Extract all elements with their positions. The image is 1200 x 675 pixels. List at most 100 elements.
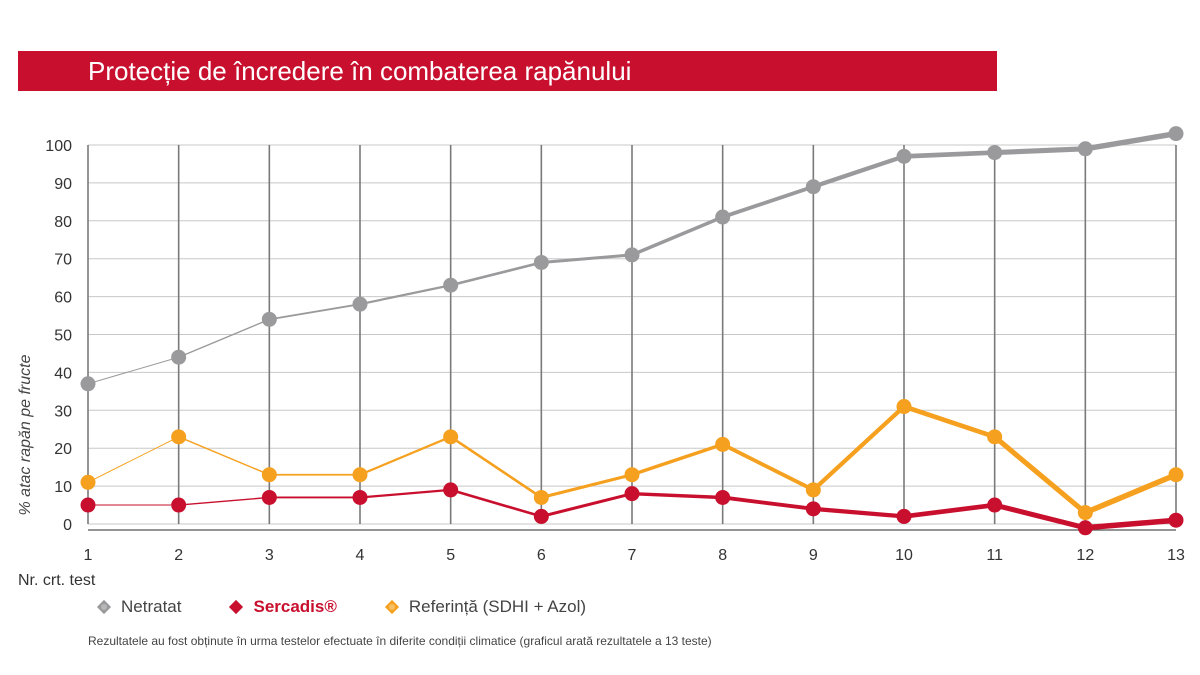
series-segment-sercadis bbox=[539, 492, 634, 518]
data-point-referint-a-sdhi-azol bbox=[896, 399, 912, 415]
data-point-netratat bbox=[171, 349, 187, 365]
data-point-netratat bbox=[443, 277, 459, 293]
series-segment-referint-a-sdhi-azol bbox=[992, 434, 1088, 516]
series-segment-sercadis bbox=[177, 496, 271, 506]
data-point-referint-a-sdhi-azol bbox=[1077, 505, 1093, 521]
data-point-sercadis bbox=[1077, 520, 1093, 536]
y-tick-label: 20 bbox=[54, 441, 72, 458]
data-point-netratat bbox=[987, 145, 1003, 161]
data-point-netratat bbox=[896, 148, 912, 164]
data-point-sercadis bbox=[80, 497, 96, 513]
y-tick-label: 80 bbox=[54, 214, 72, 231]
series-segment-referint-a-sdhi-azol bbox=[449, 435, 543, 499]
series-segment-sercadis bbox=[901, 502, 998, 519]
series-segment-sercadis bbox=[720, 495, 816, 511]
data-point-referint-a-sdhi-azol bbox=[987, 429, 1003, 445]
data-point-sercadis bbox=[1168, 512, 1184, 528]
series-segment-referint-a-sdhi-azol bbox=[177, 436, 271, 476]
series-segment-netratat bbox=[630, 215, 725, 257]
chart-title: Protecție de încredere în combaterea rap… bbox=[18, 51, 997, 91]
data-point-sercadis bbox=[987, 497, 1003, 513]
data-point-referint-a-sdhi-azol bbox=[805, 482, 821, 498]
data-point-referint-a-sdhi-azol bbox=[624, 467, 640, 483]
data-point-referint-a-sdhi-azol bbox=[533, 489, 549, 505]
data-point-netratat bbox=[261, 311, 277, 327]
legend-item-referinta: Referință (SDHI + Azol) bbox=[383, 597, 586, 617]
x-tick-label: 11 bbox=[986, 547, 1003, 564]
diamond-marker-icon bbox=[96, 599, 112, 615]
legend-label-netratat: Netratat bbox=[121, 597, 182, 616]
x-tick-label: 5 bbox=[446, 547, 455, 564]
diamond-marker-icon bbox=[384, 599, 399, 615]
series-segment-netratat bbox=[177, 318, 271, 358]
series-segment-referint-a-sdhi-azol bbox=[811, 404, 907, 493]
y-tick-label: 70 bbox=[54, 252, 72, 269]
series-segment-sercadis bbox=[1082, 517, 1179, 531]
series-segment-netratat bbox=[539, 253, 634, 265]
data-point-sercadis bbox=[805, 501, 821, 517]
data-point-netratat bbox=[1168, 126, 1184, 142]
legend-item-netratat: Netratat bbox=[95, 597, 181, 617]
data-point-netratat bbox=[715, 209, 731, 225]
x-tick-label: 2 bbox=[174, 547, 183, 564]
data-point-referint-a-sdhi-azol bbox=[352, 467, 368, 483]
data-point-referint-a-sdhi-azol bbox=[261, 467, 277, 483]
series-segment-netratat bbox=[901, 150, 998, 159]
series-segment-sercadis bbox=[992, 502, 1088, 531]
series-segment-netratat bbox=[1082, 130, 1179, 152]
x-axis-caption: Nr. crt. test bbox=[18, 572, 96, 589]
series-segment-referint-a-sdhi-azol bbox=[358, 435, 452, 476]
x-tick-label: 13 bbox=[1167, 547, 1185, 564]
x-tick-label: 4 bbox=[356, 547, 365, 564]
y-tick-label: 60 bbox=[54, 290, 72, 307]
data-point-sercadis bbox=[261, 489, 277, 505]
legend-item-sercadis: Sercadis® bbox=[227, 597, 337, 617]
series-segment-sercadis bbox=[811, 506, 907, 519]
x-tick-label: 8 bbox=[718, 547, 727, 564]
series-segment-netratat bbox=[992, 146, 1088, 156]
series-segment-referint-a-sdhi-azol bbox=[630, 442, 725, 477]
x-tick-label: 9 bbox=[809, 547, 818, 564]
data-point-referint-a-sdhi-azol bbox=[171, 429, 187, 445]
data-point-netratat bbox=[805, 179, 821, 195]
footnote: Rezultatele au fost obținute în urma tes… bbox=[88, 634, 712, 648]
data-point-netratat bbox=[352, 296, 368, 312]
series-segment-netratat bbox=[449, 261, 543, 287]
series-segment-sercadis bbox=[630, 491, 725, 500]
data-point-referint-a-sdhi-azol bbox=[443, 429, 459, 445]
x-tick-label: 10 bbox=[895, 547, 913, 564]
legend: Netratat Sercadis® Referință (SDHI + Azo… bbox=[95, 596, 632, 618]
data-point-netratat bbox=[80, 376, 96, 392]
data-point-referint-a-sdhi-azol bbox=[715, 436, 731, 452]
y-tick-label: 40 bbox=[54, 365, 72, 382]
y-tick-label: 0 bbox=[63, 517, 72, 534]
data-point-sercadis bbox=[352, 489, 368, 505]
y-tick-label: 50 bbox=[54, 328, 72, 345]
series-segment-netratat bbox=[720, 184, 816, 219]
data-point-sercadis bbox=[171, 497, 187, 513]
series-segment-referint-a-sdhi-azol bbox=[1082, 471, 1179, 516]
diamond-marker-icon bbox=[229, 599, 244, 615]
x-tick-label: 1 bbox=[84, 547, 93, 564]
series-segment-netratat bbox=[268, 303, 361, 321]
series-segment-referint-a-sdhi-azol bbox=[87, 436, 180, 483]
x-tick-label: 6 bbox=[537, 547, 546, 564]
data-point-sercadis bbox=[624, 486, 640, 502]
y-axis-label: % atac rapăn pe fructe bbox=[17, 354, 34, 515]
x-tick-label: 7 bbox=[628, 547, 637, 564]
data-point-sercadis bbox=[896, 508, 912, 524]
series-segment-referint-a-sdhi-azol bbox=[539, 473, 634, 499]
series-segment-referint-a-sdhi-azol bbox=[720, 442, 816, 492]
data-point-netratat bbox=[1077, 141, 1093, 157]
series-segment-netratat bbox=[811, 154, 907, 189]
data-point-sercadis bbox=[443, 482, 459, 498]
data-point-referint-a-sdhi-azol bbox=[1168, 467, 1184, 483]
data-point-netratat bbox=[533, 254, 549, 270]
series-segment-referint-a-sdhi-azol bbox=[901, 404, 998, 440]
series-segment-sercadis bbox=[358, 488, 452, 499]
series-segment-netratat bbox=[87, 356, 180, 385]
x-tick-label: 3 bbox=[265, 547, 274, 564]
legend-label-referinta: Referință (SDHI + Azol) bbox=[408, 597, 587, 616]
data-point-referint-a-sdhi-azol bbox=[80, 474, 96, 490]
